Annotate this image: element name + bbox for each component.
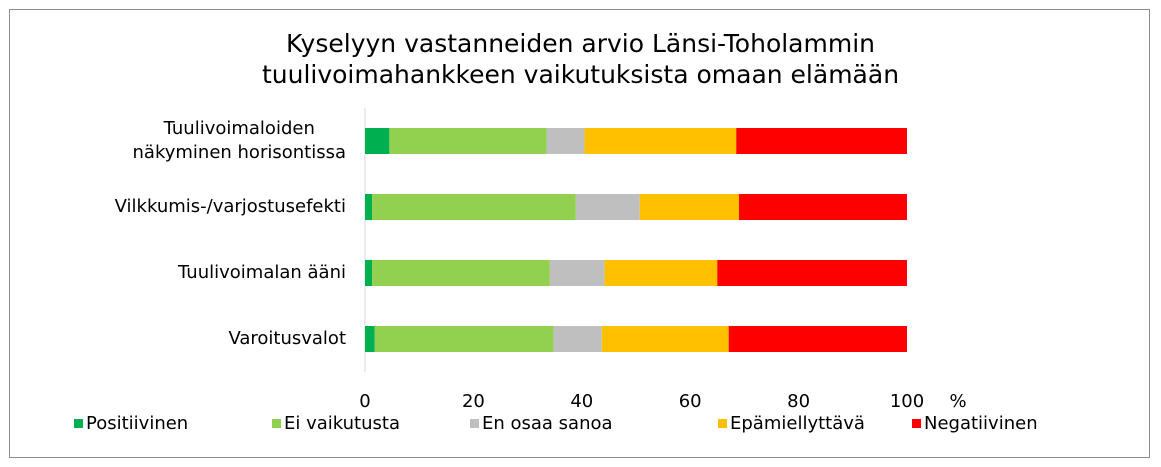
bar-segment [738, 194, 907, 220]
bar-segment [365, 194, 373, 220]
legend-item: Negatiivinen [912, 413, 1112, 434]
bar-segment [374, 326, 554, 352]
bar-segment [601, 326, 729, 352]
legend-swatch [912, 419, 921, 428]
bar-segment [728, 326, 907, 352]
legend-label: En osaa sanoa [482, 413, 613, 434]
legend-swatch [74, 419, 83, 428]
legend-label: Positiivinen [86, 413, 189, 434]
legend-label: Negatiivinen [924, 413, 1038, 434]
bar-segment [604, 260, 718, 286]
y-tick-label: Varoitusvalot [228, 328, 346, 349]
x-tick-label: 100 [890, 391, 924, 412]
bar-segment [549, 260, 605, 286]
bar-segment [365, 128, 390, 154]
legend-item: En osaa sanoa [470, 413, 718, 434]
bar-segment [389, 128, 547, 154]
legend-item: Ei vaikutusta [272, 413, 470, 434]
bar-segment [584, 128, 737, 154]
legend-swatch [272, 419, 281, 428]
x-tick-label: 20 [462, 391, 485, 412]
legend-item: Epämiellyttävä [718, 413, 912, 434]
bar-segment [372, 194, 576, 220]
y-tick-label: Vilkkumis-/varjostusefekti [114, 196, 346, 217]
x-axis-label: % [949, 391, 966, 412]
legend-swatch [718, 419, 727, 428]
bar-segment [553, 326, 602, 352]
bar-segment [736, 128, 907, 154]
legend: Positiivinen Ei vaikutusta En osaa sanoa Ep… [74, 413, 1112, 434]
chart-frame [9, 9, 1150, 458]
y-tick-label: Tuulivoimalan ääni [178, 262, 346, 283]
legend-item: Positiivinen [74, 413, 272, 434]
bar-segment [365, 326, 375, 352]
bar-segment [365, 260, 373, 286]
x-tick-label: 80 [787, 391, 810, 412]
bar-segment [575, 194, 640, 220]
legend-swatch [470, 419, 479, 428]
bar-segment [372, 260, 550, 286]
bar-segment [717, 260, 907, 286]
legend-label: Ei vaikutusta [284, 413, 400, 434]
x-tick-label: 60 [679, 391, 702, 412]
bar-segment [639, 194, 739, 220]
bar-segment [546, 128, 585, 154]
x-tick-label: 40 [570, 391, 593, 412]
chart-title: Kyselyyn vastanneiden arvio Länsi-Tohola… [261, 29, 900, 89]
legend-label: Epämiellyttävä [730, 413, 865, 434]
x-tick-label: 0 [359, 391, 370, 412]
y-tick-label: Tuulivoimaloiden näkyminen horisontissa [132, 118, 347, 163]
